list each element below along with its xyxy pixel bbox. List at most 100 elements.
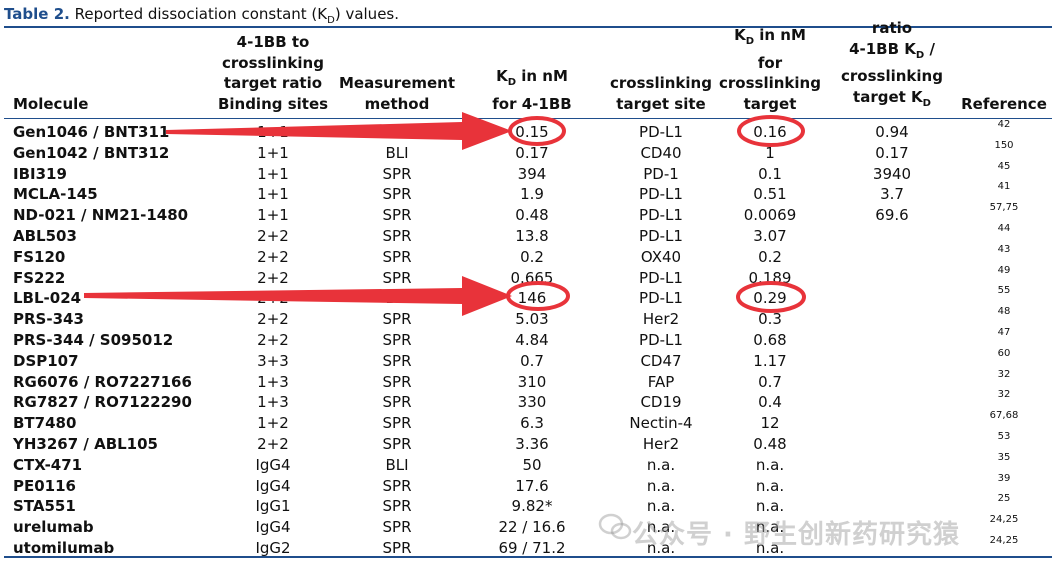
cell-kd-target: 0.7	[758, 372, 782, 391]
cell-kd-41bb: 0.48	[515, 206, 549, 225]
annotation-arrow-1	[166, 112, 512, 150]
table-row: YH3267 / ABL105 2+2 SPR 3.36 Her2 0.48 53	[0, 430, 1058, 455]
header-ratio-kd: ratio 4-1BB KD / crosslinking target KD	[832, 19, 952, 114]
caption-text: Reported dissociation constant (K	[69, 5, 328, 23]
annotation-circle-kdt-1	[737, 115, 805, 147]
cell-kd-41bb: 6.3	[520, 414, 544, 433]
header-line: Measurement	[338, 74, 456, 92]
cell-molecule: DSP107	[13, 351, 79, 370]
cell-kd-41bb: 0.7	[520, 351, 544, 370]
header-method: Measurement method	[336, 32, 458, 114]
table-row: DSP107 3+3 SPR 0.7 CD47 1.17 60	[0, 347, 1058, 372]
header-line: for 4-1BB	[492, 94, 572, 113]
cell-reference: 53	[997, 430, 1011, 442]
cell-ratio-kd: 69.6	[875, 206, 909, 225]
cell-method: SPR	[382, 330, 412, 349]
cell-kd-41bb: 0.2	[520, 247, 544, 266]
cell-kd-41bb: 310	[517, 372, 547, 391]
header-line: Reference	[961, 94, 1047, 113]
cell-method: SPR	[382, 206, 412, 225]
header-line: ratio	[871, 19, 913, 37]
cell-reference: 44	[997, 222, 1011, 234]
cell-target-site: OX40	[640, 247, 682, 266]
cell-ratio: 1+1	[257, 143, 289, 162]
cell-reference: 24,25	[989, 514, 1019, 526]
table-row: Gen1042 / BNT312 1+1 BLI 0.17 CD40 1 0.17 150	[0, 140, 1058, 164]
watermark-text: 公众号 · 野生创新药研究猿	[632, 520, 960, 550]
header-reference: Reference	[958, 32, 1050, 114]
cell-target-site: n.a.	[646, 518, 676, 537]
cell-kd-target: 0.0069	[743, 206, 797, 225]
cell-kd-41bb: 50	[522, 455, 542, 474]
cell-target-site: PD-L1	[639, 226, 683, 245]
cell-reference: 60	[997, 347, 1011, 359]
table-row: urelumab IgG4 SPR 22 / 16.6 n.a. n.a. 24,25	[0, 514, 1058, 538]
header-line: crosslinking	[719, 74, 821, 92]
cell-ratio: 2+2	[257, 310, 289, 329]
cell-kd-target: n.a.	[755, 538, 785, 557]
cell-reference: 24,25	[989, 534, 1019, 546]
table-body: Gen1046 / BNT311 1+1 BLI 0.15 PD-L1 0.16 0.94 4…	[0, 119, 1058, 559]
cell-ratio: IgG4	[255, 455, 291, 474]
cell-method: SPR	[382, 414, 412, 433]
cell-ratio-kd: 0.17	[875, 143, 909, 162]
cell-kd-target: 0.68	[753, 330, 787, 349]
cell-kd-target: 0.48	[753, 434, 787, 453]
cell-kd-41bb: 9.82*	[511, 497, 553, 516]
header-line: target KD	[853, 87, 931, 109]
header-line: for	[757, 53, 783, 72]
cell-kd-target: 1.17	[753, 351, 787, 370]
cell-target-site: PD-L1	[639, 123, 683, 141]
cell-target-site: CD47	[640, 351, 682, 370]
table-row: ABL503 2+2 SPR 13.8 PD-L1 3.07 44	[0, 222, 1058, 247]
cell-kd-41bb: 1.9	[520, 185, 544, 204]
table-row: FS120 2+2 SPR 0.2 OX40 0.2 43	[0, 243, 1058, 268]
cell-method: SPR	[382, 351, 412, 370]
header-line: KD in nM	[734, 26, 806, 47]
cell-target-site: n.a.	[646, 455, 676, 474]
cell-molecule: ND-021 / NM21-1480	[13, 206, 189, 225]
cell-reference: 43	[997, 243, 1011, 255]
cell-molecule: Gen1046 / BNT311	[13, 123, 170, 141]
cell-method: SPR	[382, 185, 412, 204]
cell-molecule: utomilumab	[13, 538, 115, 557]
cell-method: SPR	[382, 476, 412, 495]
cell-ratio: 1+1	[257, 185, 289, 204]
header-molecule: Molecule	[13, 32, 173, 114]
cell-ratio: IgG1	[255, 497, 291, 516]
cell-ratio: IgG4	[255, 476, 291, 495]
cell-kd-target: n.a.	[755, 455, 785, 474]
cell-ratio: 1+3	[257, 393, 289, 412]
cell-kd-target: 0.4	[758, 393, 782, 412]
cell-kd-target: 0.29	[753, 289, 787, 308]
cell-molecule: Gen1042 / BNT312	[13, 143, 170, 162]
table-row: RG6076 / RO7227166 1+3 SPR 310 FAP 0.7 32	[0, 369, 1058, 393]
cell-kd-41bb: 5.03	[515, 310, 549, 329]
table-row: PRS-344 / S095012 2+2 SPR 4.84 PD-L1 0.68 47	[0, 327, 1058, 351]
cell-kd-41bb: 13.8	[515, 226, 549, 245]
cell-kd-target: 0.1	[758, 164, 782, 183]
caption-subscript: D	[327, 15, 335, 26]
cell-molecule: ABL503	[13, 226, 77, 245]
cell-ratio: 1+3	[257, 372, 289, 391]
header-line: method	[364, 94, 430, 113]
cell-method: SPR	[382, 247, 412, 266]
table-row: IBI319 1+1 SPR 394 PD-1 0.1 3940 45	[0, 161, 1058, 185]
cell-method: SPR	[382, 538, 412, 557]
cell-method: SPR	[382, 518, 412, 537]
cell-kd-41bb: 330	[517, 393, 547, 412]
cell-kd-target: n.a.	[755, 497, 785, 516]
cell-molecule: FS120	[13, 247, 66, 266]
cell-ratio-kd: 3940	[872, 164, 912, 183]
cell-target-site: PD-L1	[639, 268, 683, 287]
cell-method: SPR	[382, 310, 412, 329]
cell-kd-target: 0.3	[758, 310, 782, 329]
cell-target-site: n.a.	[646, 497, 676, 516]
cell-ratio-kd: 3.7	[880, 185, 904, 204]
cell-method: SPR	[382, 226, 412, 245]
table-row: PRS-343 2+2 SPR 5.03 Her2 0.3 48	[0, 306, 1058, 330]
cell-ratio: 2+2	[257, 226, 289, 245]
cell-target-site: Her2	[642, 310, 680, 329]
header-target-site: crosslinking target site	[600, 32, 722, 114]
